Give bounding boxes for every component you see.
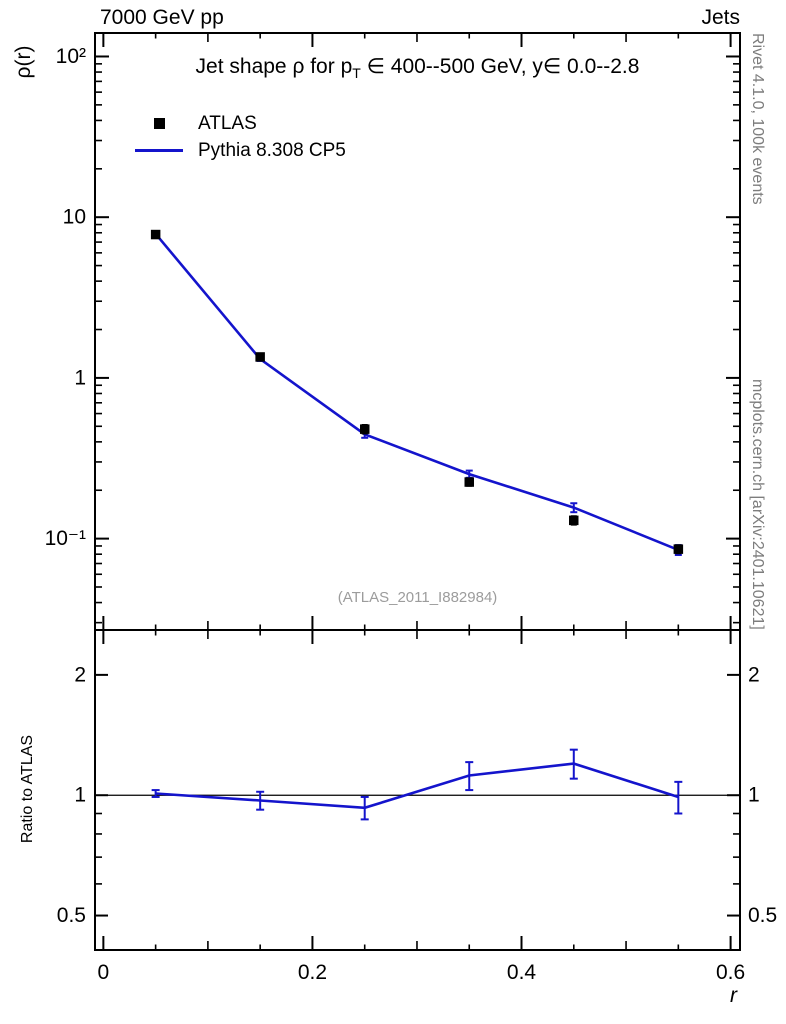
ratio-line	[155, 762, 679, 810]
svg-text:1: 1	[74, 784, 86, 807]
legend: ATLAS Pythia 8.308 CP5	[130, 110, 346, 164]
legend-icon-cell	[130, 118, 188, 129]
svg-text:10: 10	[63, 206, 86, 229]
svg-text:0.4: 0.4	[507, 961, 537, 984]
legend-item-pythia: Pythia 8.308 CP5	[130, 137, 346, 164]
atlas-data-point	[255, 352, 265, 362]
pythia-line	[154, 232, 679, 552]
legend-label-atlas: ATLAS	[198, 112, 257, 134]
svg-text:0: 0	[98, 961, 110, 984]
svg-text:10²: 10²	[56, 45, 86, 68]
pythia-line-icon	[135, 149, 183, 152]
x-axis-ticks	[102, 33, 732, 950]
atlas-data-point	[150, 229, 161, 240]
mcplots-caption: mcplots.cern.ch [arXiv:2401.10621]	[749, 379, 766, 630]
svg-text:0.2: 0.2	[298, 961, 327, 984]
atlas-data-point	[360, 424, 370, 434]
ratio-series	[151, 748, 683, 821]
main-panel-frame	[94, 32, 741, 631]
legend-label-pythia: Pythia 8.308 CP5	[198, 139, 346, 161]
plot-title-post: ∈ 400--500 GeV, y∈ 0.0--2.8	[360, 55, 640, 78]
legend-icon-cell	[130, 149, 188, 152]
atlas-data-point	[673, 544, 684, 554]
svg-text:2: 2	[74, 663, 86, 686]
x-axis-title: r	[730, 984, 737, 1007]
atlas-data-point	[569, 515, 579, 526]
plot-title: Jet shape ρ for pT ∈ 400--500 GeV, y∈ 0.…	[95, 54, 740, 81]
svg-text:1: 1	[74, 366, 86, 389]
atlas-marker-icon	[153, 118, 165, 129]
rivet-version-caption: Rivet 4.1.0, 100k events	[749, 33, 766, 205]
svg-text:2: 2	[748, 663, 760, 686]
ratio-panel-frame	[94, 629, 741, 951]
atlas-data-point	[464, 477, 474, 487]
analysis-id-watermark: (ATLAS_2011_I882984)	[337, 589, 498, 606]
plot-title-sub: T	[352, 65, 361, 82]
svg-text:0.5: 0.5	[748, 904, 777, 927]
legend-item-atlas: ATLAS	[130, 110, 346, 137]
pythia-series	[152, 231, 682, 556]
main-y-axis-ticks: 10⁻¹ 1 10 10²	[45, 45, 740, 624]
svg-text:1: 1	[748, 784, 760, 807]
beam-energy-label: 7000 GeV pp	[100, 6, 224, 29]
process-label: Jets	[701, 6, 740, 29]
atlas-series	[150, 229, 684, 555]
svg-text:10⁻¹: 10⁻¹	[45, 527, 86, 550]
ratio-y-axis-ticks: 0.5 0.5 1 1 2 2	[57, 663, 777, 927]
plot-title-pre: Jet shape ρ for p	[195, 55, 353, 78]
svg-text:0.6: 0.6	[716, 961, 745, 984]
svg-text:0.5: 0.5	[57, 904, 86, 927]
x-axis-tick-labels: 0 0.2 0.4 0.6	[98, 961, 746, 984]
